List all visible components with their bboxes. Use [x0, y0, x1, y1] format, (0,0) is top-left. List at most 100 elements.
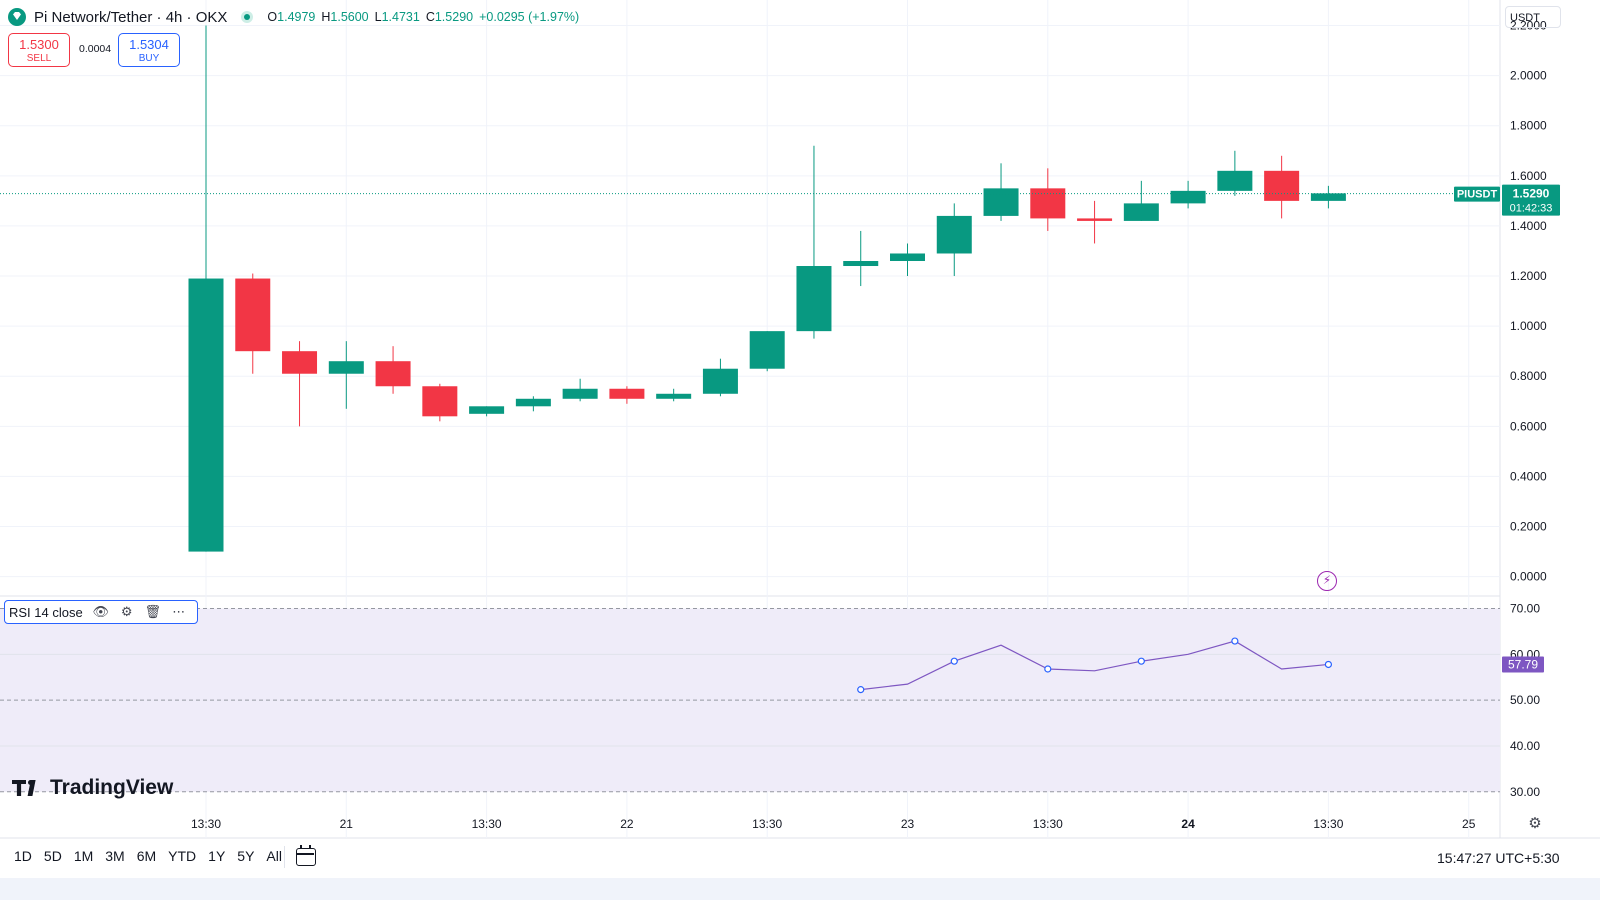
time-tick-label: 13:30: [1033, 817, 1063, 831]
tradingview-wordmark: TradingView: [50, 776, 174, 799]
footer-divider: [284, 846, 285, 868]
time-tick-label: 25: [1462, 817, 1476, 831]
rsi-point: [1324, 660, 1333, 669]
candle-body-up: [328, 361, 364, 374]
axis-settings-icon[interactable]: ⚙: [1528, 815, 1542, 832]
price-tick-label: 1.6000: [1510, 169, 1547, 183]
tradingview-logo-icon: [12, 778, 44, 798]
time-tick-label: 13:30: [191, 817, 221, 831]
time-tick-label: 13:30: [472, 817, 502, 831]
range-1d[interactable]: 1D: [14, 848, 32, 864]
candle-body-down: [375, 361, 411, 387]
spread-value: 0.0004: [79, 43, 112, 55]
rsi-tick-label: 40.00: [1510, 739, 1540, 753]
time-tick-label: 13:30: [1313, 817, 1343, 831]
rsi-tick-label: 30.00: [1510, 785, 1540, 799]
candle-body-up: [983, 188, 1019, 216]
candle-body-up: [749, 331, 785, 369]
rsi-legend[interactable]: RSI 14 close 👁 ⚙ 🗑 ⋯: [4, 600, 198, 624]
price-tick-label: 0.2000: [1510, 520, 1547, 534]
symbol-badge-text: PIUSDT: [1457, 189, 1498, 201]
range-1m[interactable]: 1M: [73, 848, 94, 864]
gear-icon[interactable]: ⚙: [120, 604, 133, 619]
symbol-badge: [1454, 186, 1500, 202]
candle-body-down: [235, 278, 271, 352]
price-tick-label: 0.6000: [1510, 419, 1547, 433]
range-3m[interactable]: 3M: [105, 848, 125, 864]
candle-body-down: [282, 351, 318, 374]
range-5y[interactable]: 5Y: [237, 848, 255, 864]
timezone-clock[interactable]: 15:47:27 UTC+5:30: [1437, 850, 1560, 866]
rsi-legend-label: RSI 14 close: [9, 604, 83, 620]
eye-icon[interactable]: 👁: [92, 604, 109, 619]
market-status-icon[interactable]: [241, 11, 254, 23]
price-tick-label: 2.2000: [1510, 19, 1547, 33]
candle-body-up: [843, 261, 879, 267]
trash-icon[interactable]: 🗑: [144, 604, 161, 619]
price-tick-label: 1.0000: [1510, 319, 1547, 333]
rsi-value-text: 57.79: [1508, 657, 1538, 671]
range-ytd[interactable]: YTD: [168, 848, 197, 864]
price-tick-label: 1.8000: [1510, 119, 1547, 133]
candle-body-up: [1123, 203, 1159, 221]
range-all[interactable]: All: [266, 848, 282, 864]
range-selector: 1D 5D 1M 3M 6M YTD 1Y 5Y All: [14, 848, 282, 864]
candle-body-up: [188, 278, 224, 552]
rsi-tick-label: 70.00: [1510, 602, 1540, 616]
candle-body-up: [562, 388, 598, 399]
candle-body-down: [1030, 188, 1066, 219]
range-5d[interactable]: 5D: [43, 848, 62, 864]
ohlc-values: O1.4979 H1.5600 L1.4731 C1.5290 +0.0295 …: [267, 10, 580, 24]
more-icon[interactable]: ⋯: [172, 604, 186, 619]
buy-label: BUY: [138, 53, 160, 64]
candle-body-down: [1077, 218, 1113, 221]
price-tick-label: 1.2000: [1510, 269, 1547, 283]
currency-selector[interactable]: USDT: [1505, 6, 1561, 28]
rsi-point: [1231, 637, 1239, 645]
symbol-title[interactable]: Pi Network/Tether · 4h · OKX: [34, 8, 228, 26]
rsi-value-badge: [1502, 656, 1544, 673]
price-badge-countdown: 01:42:33: [1510, 203, 1553, 215]
candle-body-up: [890, 253, 925, 262]
symbol-logo-icon[interactable]: [8, 8, 26, 26]
price-tick-label: 0.8000: [1510, 369, 1547, 383]
buy-price: 1.5304: [129, 37, 169, 52]
tradingview-logo: TradingView: [12, 776, 173, 800]
time-tick-label: 21: [340, 817, 354, 831]
calendar-icon[interactable]: [296, 845, 316, 866]
candle-body-up: [1170, 190, 1206, 204]
lightning-icon[interactable]: ⚡: [1317, 571, 1337, 591]
high-value: 1.5600: [330, 10, 369, 24]
rsi-point: [1137, 657, 1145, 665]
time-tick-label: 23: [901, 817, 915, 831]
close-value: 1.5290: [434, 10, 474, 24]
candle-body-up: [469, 406, 505, 414]
time-tick-label: 13:30: [752, 817, 782, 831]
candle-body-up: [1217, 170, 1253, 191]
buy-button[interactable]: 1.5304 BUY: [118, 33, 180, 67]
open-value: 1.4979: [277, 10, 316, 24]
rsi-line: [860, 640, 1329, 691]
price-badge-value: 1.5290: [1513, 187, 1550, 201]
time-tick-label: 22: [620, 817, 634, 831]
candle-body-up: [515, 398, 551, 407]
price-tick-label: 1.4000: [1510, 219, 1547, 233]
candle-body-down: [609, 388, 645, 399]
range-1y[interactable]: 1Y: [208, 848, 226, 864]
candle-body-down: [422, 386, 458, 417]
candle-body-up: [702, 368, 738, 394]
candle-body-down: [1264, 170, 1300, 201]
candle-body-up: [1310, 193, 1346, 201]
sell-price: 1.5300: [19, 37, 59, 52]
chart-legend: Pi Network/Tether · 4h · OKX O1.4979 H1.…: [8, 6, 579, 28]
price-badge: [1502, 184, 1560, 216]
sell-button[interactable]: 1.5300 SELL: [8, 33, 70, 67]
range-6m[interactable]: 6M: [136, 848, 157, 864]
candle-body-up: [936, 215, 972, 254]
low-value: 1.4731: [381, 10, 420, 24]
price-tick-label: 0.4000: [1510, 469, 1547, 483]
rsi-point: [1044, 665, 1052, 673]
rsi-point: [950, 657, 958, 665]
candle-body-up: [796, 266, 832, 332]
